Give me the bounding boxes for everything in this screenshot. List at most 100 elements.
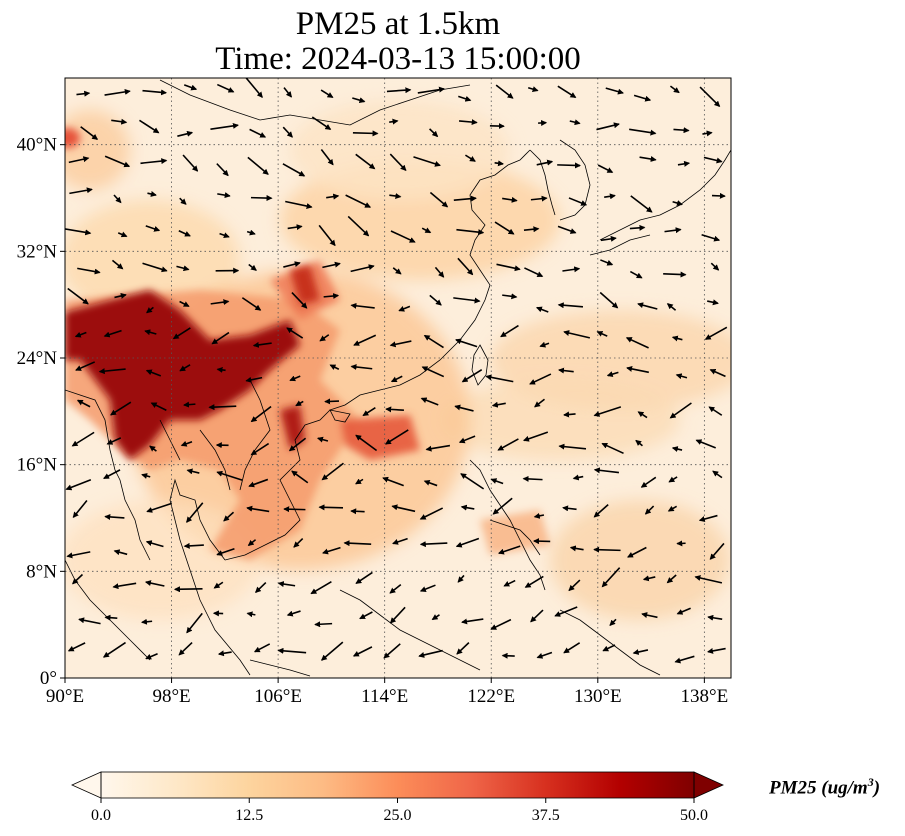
wind-arrow bbox=[285, 200, 313, 209]
wind-arrow bbox=[604, 193, 616, 200]
wind-arrow bbox=[562, 266, 581, 273]
wind-arrow bbox=[627, 546, 647, 558]
wind-arrow bbox=[421, 366, 445, 378]
wind-arrow bbox=[66, 551, 91, 559]
wind-arrow bbox=[318, 504, 344, 511]
wind-arrow bbox=[492, 497, 513, 515]
colorbar-tick-label: 37.5 bbox=[532, 807, 560, 824]
wind-arrow bbox=[572, 474, 584, 481]
wind-arrow bbox=[527, 86, 539, 92]
wind-arrow bbox=[490, 618, 512, 630]
wind-arrow bbox=[457, 574, 465, 583]
wind-arrow bbox=[677, 160, 691, 167]
wind-arrow bbox=[345, 194, 372, 208]
wind-arrow bbox=[672, 200, 683, 206]
wind-arrow bbox=[523, 226, 540, 233]
colorbar-ticks: 0.0 12.5 25.0 37.5 50.0 bbox=[91, 798, 708, 824]
wind-arrow bbox=[283, 506, 306, 513]
map-frame bbox=[64, 77, 732, 679]
wind-arrow bbox=[418, 649, 443, 658]
wind-arrow bbox=[319, 334, 330, 342]
lat-tick-label: 16°N bbox=[17, 455, 58, 476]
wind-arrow bbox=[707, 614, 723, 621]
wind-arrow bbox=[676, 607, 691, 615]
wind-arrow bbox=[599, 291, 619, 309]
wind-arrow bbox=[286, 327, 304, 339]
colorbar-tick-label: 12.5 bbox=[235, 807, 263, 824]
wind-arrow bbox=[675, 373, 688, 380]
wind-arrow bbox=[385, 406, 404, 413]
wind-arrow bbox=[318, 224, 336, 247]
wind-arrow bbox=[208, 404, 237, 411]
wind-arrow bbox=[637, 302, 658, 310]
wind-arrow bbox=[389, 193, 402, 199]
wind-arrow bbox=[355, 571, 373, 584]
wind-arrow bbox=[457, 257, 474, 276]
wind-arrow bbox=[456, 642, 470, 655]
wind-arrow bbox=[246, 505, 270, 513]
wind-arrow bbox=[711, 192, 726, 199]
wind-arrow bbox=[250, 442, 270, 456]
wind-arrow bbox=[179, 300, 190, 308]
wind-arrow bbox=[632, 649, 649, 655]
wind-arrow bbox=[460, 504, 475, 511]
wind-arrow bbox=[295, 400, 304, 407]
wind-arrow bbox=[701, 233, 721, 242]
wind-arrow bbox=[667, 505, 678, 512]
wind-arrow bbox=[602, 644, 616, 652]
wind-arrow bbox=[321, 462, 344, 481]
wind-arrow bbox=[323, 293, 340, 299]
wind-arrow bbox=[593, 406, 622, 417]
wind-arrow bbox=[350, 302, 375, 309]
wind-arrow bbox=[139, 119, 160, 134]
wind-arrow bbox=[179, 197, 187, 205]
wind-arrow bbox=[77, 267, 101, 275]
map-title: PM25 at 1.5km bbox=[295, 6, 501, 42]
wind-arrow bbox=[291, 470, 309, 484]
wind-arrow bbox=[533, 512, 545, 519]
wind-arrow bbox=[524, 267, 544, 278]
wind-arrow bbox=[329, 364, 340, 370]
wind-arrow bbox=[141, 473, 151, 479]
wind-arrow bbox=[626, 366, 649, 374]
wind-arrow bbox=[316, 436, 329, 443]
wind-arrow bbox=[102, 641, 126, 658]
wind-arrow bbox=[674, 655, 695, 664]
wind-arrow bbox=[569, 545, 584, 552]
wind-arrow bbox=[252, 341, 272, 348]
wind-arrow bbox=[183, 401, 196, 408]
wind-arrow bbox=[320, 641, 344, 661]
wind-arrow bbox=[558, 443, 587, 450]
wind-arrow bbox=[502, 293, 518, 300]
wind-arrow bbox=[210, 122, 239, 130]
wind-arrow bbox=[177, 130, 194, 137]
wind-arrow bbox=[557, 367, 574, 374]
wind-arrow bbox=[557, 85, 577, 99]
lat-tick-label: 40°N bbox=[17, 135, 58, 156]
wind-arrow bbox=[283, 261, 301, 268]
wind-arrow bbox=[140, 158, 168, 165]
wind-arrow bbox=[535, 306, 549, 313]
lon-tick-label: 114°E bbox=[361, 686, 408, 707]
wind-arrow bbox=[423, 479, 438, 487]
lon-tick-label: 98°E bbox=[152, 686, 190, 707]
lon-tick-label: 122°E bbox=[467, 686, 515, 707]
wind-arrow bbox=[557, 225, 577, 234]
wind-arrow bbox=[461, 618, 484, 625]
colorbar: 0.0 12.5 25.0 37.5 50.0 bbox=[71, 771, 724, 824]
wind-arrow bbox=[104, 155, 131, 168]
wind-arrow bbox=[182, 154, 199, 172]
wind-arrow bbox=[673, 127, 690, 134]
wind-arrow bbox=[178, 641, 193, 656]
wind-arrow bbox=[503, 579, 516, 587]
wind-arrow bbox=[282, 163, 306, 177]
wind-arrow bbox=[246, 611, 256, 618]
wind-arrow bbox=[637, 411, 648, 419]
wind-arrow bbox=[671, 335, 683, 342]
wind-arrow bbox=[146, 306, 154, 314]
wind-arrow bbox=[464, 154, 476, 162]
wind-arrow bbox=[712, 470, 723, 479]
wind-arrow bbox=[707, 299, 719, 306]
wind-arrow bbox=[355, 478, 364, 485]
wind-arrow bbox=[250, 405, 272, 423]
